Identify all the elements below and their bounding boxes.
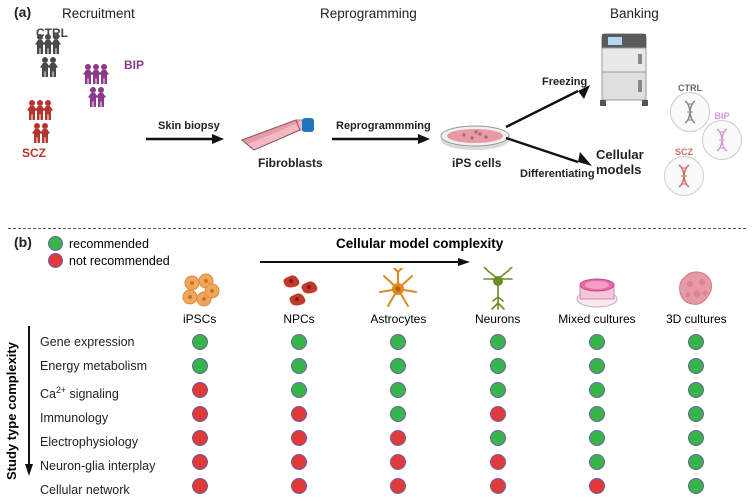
ipsc-icon [150, 268, 249, 310]
dna-bip-label: BIP [714, 111, 729, 121]
neuron-icon [448, 268, 547, 310]
matrix-dot [390, 382, 406, 398]
npc-icon [249, 268, 348, 310]
matrix-dot [490, 406, 506, 422]
matrix-dot [490, 478, 506, 494]
organoid-icon [647, 268, 746, 310]
matrix-dot [192, 382, 208, 398]
label-ips-cells: iPS cells [452, 156, 501, 170]
matrix-dot [490, 382, 506, 398]
freezer-icon [598, 28, 650, 106]
people-scz-icon [28, 100, 52, 150]
matrix-dot [589, 334, 605, 350]
col-neurons: Neurons [448, 268, 547, 326]
arrow-study-complexity-icon [24, 326, 34, 476]
col-name-mixed: Mixed cultures [547, 312, 646, 326]
matrix-dot [688, 358, 704, 374]
matrix-dot [390, 430, 406, 446]
legend-not-recommended: not recommended [69, 254, 170, 268]
matrix-dot [192, 430, 208, 446]
col-name-neurons: Neurons [448, 312, 547, 326]
col-ipscs: iPSCs [150, 268, 249, 326]
matrix-dot [589, 478, 605, 494]
matrix-dot [589, 358, 605, 374]
flask-icon [236, 100, 318, 152]
matrix-dot [390, 406, 406, 422]
matrix-dot [291, 358, 307, 374]
matrix-dot [390, 334, 406, 350]
col-name-3d: 3D cultures [647, 312, 746, 326]
matrix-dot [192, 334, 208, 350]
matrix-dot [490, 358, 506, 374]
panel-a-tag: (a) [14, 4, 31, 20]
dna-ctrl-icon: CTRL [670, 92, 710, 132]
mixed-cultures-icon [547, 268, 646, 310]
recommendation-matrix [150, 330, 746, 498]
matrix-dot [688, 430, 704, 446]
matrix-dot [688, 454, 704, 470]
label-reprogramming-arrow: Reprogrammming [336, 120, 431, 132]
matrix-dot [589, 454, 605, 470]
legend: recommended not recommended [48, 236, 170, 270]
matrix-dot [688, 406, 704, 422]
matrix-dot [490, 334, 506, 350]
col-3d: 3D cultures [647, 268, 746, 326]
col-name-ipscs: iPSCs [150, 312, 249, 326]
matrix-dot [490, 454, 506, 470]
matrix-dot [291, 454, 307, 470]
dna-scz-label: SCZ [675, 147, 693, 157]
matrix-dot [589, 406, 605, 422]
header-reprogramming: Reprogramming [320, 6, 417, 21]
petri-dish-icon [438, 118, 512, 152]
matrix-dot [192, 358, 208, 374]
matrix-dot [490, 430, 506, 446]
dna-scz-icon: SCZ [664, 156, 704, 196]
matrix-dot [192, 478, 208, 494]
panel-a: (a) Recruitment Reprogramming Banking CT… [0, 0, 754, 230]
matrix-dot [291, 334, 307, 350]
col-npcs: NPCs [249, 268, 348, 326]
matrix-dot [390, 478, 406, 494]
matrix-dot [589, 430, 605, 446]
legend-dot-green-icon [48, 236, 63, 251]
axis-study-complexity: Study type complexity [4, 342, 19, 480]
matrix-dot [589, 382, 605, 398]
col-name-astrocytes: Astrocytes [349, 312, 448, 326]
col-name-npcs: NPCs [249, 312, 348, 326]
columns: iPSCs NPCs Astrocytes [150, 268, 746, 326]
matrix-dot [390, 454, 406, 470]
matrix-dot [688, 334, 704, 350]
panel-b-tag: (b) [14, 234, 32, 250]
axis-cellular-complexity: Cellular model complexity [336, 236, 503, 251]
dna-bip-icon: BIP [702, 120, 742, 160]
matrix-dot [192, 406, 208, 422]
legend-dot-red-icon [48, 253, 63, 268]
people-ctrl-icon [36, 34, 60, 84]
group-label-bip: BIP [124, 58, 144, 72]
astrocyte-icon [349, 268, 448, 310]
matrix-dot [291, 382, 307, 398]
matrix-dot [291, 478, 307, 494]
col-mixed: Mixed cultures [547, 268, 646, 326]
col-astrocytes: Astrocytes [349, 268, 448, 326]
label-cellular-models: Cellular models [596, 148, 644, 178]
matrix-dot [192, 454, 208, 470]
label-fibroblasts: Fibroblasts [258, 156, 323, 170]
matrix-dot [688, 382, 704, 398]
matrix-dot [291, 430, 307, 446]
label-skin-biopsy: Skin biopsy [158, 120, 220, 132]
panel-divider [8, 228, 746, 229]
people-bip-icon [84, 64, 108, 114]
header-recruitment: Recruitment [62, 6, 135, 21]
dna-ctrl-label: CTRL [678, 83, 702, 93]
legend-recommended: recommended [69, 237, 149, 251]
matrix-dot [390, 358, 406, 374]
header-banking: Banking [610, 6, 659, 21]
matrix-dot [688, 478, 704, 494]
matrix-dot [291, 406, 307, 422]
